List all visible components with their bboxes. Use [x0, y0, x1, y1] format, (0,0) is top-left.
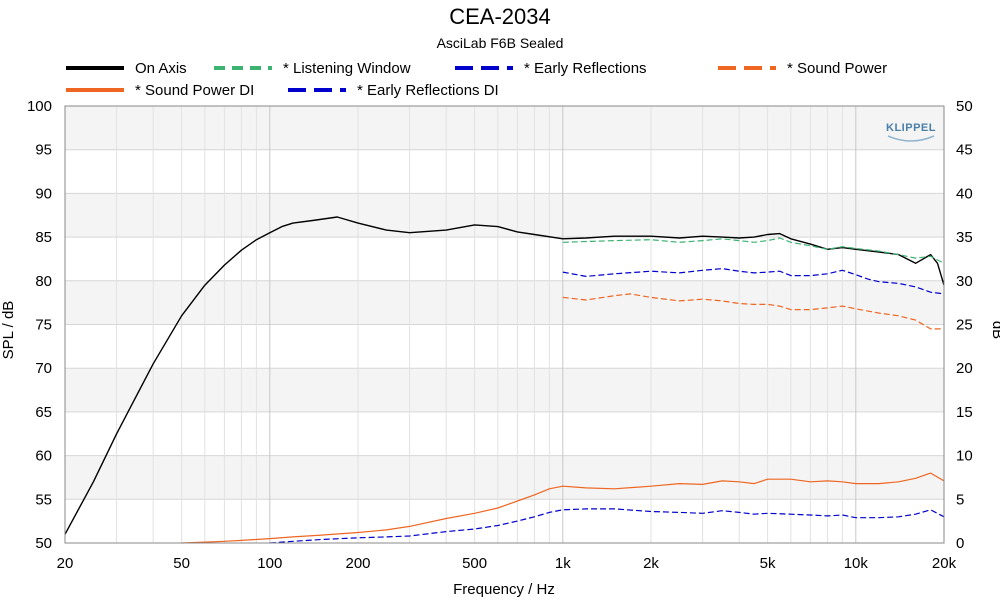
klippel-logo-text: KLIPPEL [886, 122, 936, 134]
grid-band [65, 499, 944, 543]
y-tick-label: 95 [35, 142, 52, 159]
y-tick-label: 90 [35, 185, 52, 202]
y-tick-label: 60 [35, 448, 52, 465]
legend-item: * Early Reflections [455, 60, 647, 77]
y2-tick-label: 25 [956, 317, 973, 334]
legend-label: * Sound Power DI [135, 82, 254, 99]
grid-band [65, 280, 944, 325]
y-tick-label: 85 [35, 229, 52, 246]
legend: On Axis * Listening Window * Early Reflect… [66, 60, 887, 99]
legend-item: * Early Reflections DI [288, 82, 499, 99]
axes-frame [64, 105, 945, 544]
x-tick-label: 1k [555, 555, 571, 572]
y2-tick-label: 5 [956, 491, 964, 508]
series-line-sound-power [562, 293, 944, 330]
x-tick-label: 200 [345, 555, 370, 572]
x-tick-label: 20 [57, 555, 74, 572]
grid-band [65, 411, 944, 456]
grid-band [65, 106, 944, 150]
y-tick-label: 55 [35, 491, 52, 508]
klippel-logo-arc [887, 135, 935, 142]
y2-tick-label: 40 [956, 185, 973, 202]
y-tick-label: 80 [35, 273, 52, 290]
y2-tick-label: 0 [956, 535, 964, 552]
x-axis-label: Frequency / Hz [453, 581, 555, 598]
chart-title: CEA-2034 [449, 4, 551, 29]
legend-item: * Listening Window [214, 60, 411, 77]
grid-band [65, 455, 944, 500]
x-tick-label: 500 [462, 555, 487, 572]
y2-axis-label: dB [989, 321, 1000, 339]
y-axis-label: SPL / dB [0, 301, 17, 360]
legend-label: * Early Reflections DI [357, 82, 499, 99]
series-line-listening-window [562, 237, 945, 264]
y2-tick-label: 35 [956, 229, 973, 246]
plot-background [65, 106, 944, 543]
x-tick-label: 2k [643, 555, 659, 572]
legend-item: * Sound Power [718, 60, 887, 77]
x-tick-label: 100 [257, 555, 282, 572]
plot-frame [64, 105, 945, 544]
y-tick-label: 70 [35, 360, 52, 377]
x-tick-label: 10k [844, 555, 869, 572]
series-line-on-axis [64, 216, 945, 535]
x-tick-label: 20k [932, 555, 957, 572]
y-tick-label: 75 [35, 317, 52, 334]
series-layer [64, 216, 945, 544]
x-tick-label: 50 [173, 555, 190, 572]
y-tick-label: 65 [35, 404, 52, 421]
series-line-early-reflections-di [269, 508, 945, 544]
chart-subtitle: AsciLab F6B Sealed [437, 35, 564, 51]
y-tick-label: 100 [27, 98, 52, 115]
grid-band [65, 149, 944, 194]
legend-label: * Sound Power [787, 60, 887, 77]
grid-band [65, 237, 944, 281]
series-line-sound-power-di [181, 472, 945, 544]
grid-band [65, 368, 944, 412]
y2-tick-label: 10 [956, 448, 973, 465]
legend-item: * Sound Power DI [66, 82, 254, 99]
y-tick-label: 50 [35, 535, 52, 552]
series-line-early-reflections [562, 268, 945, 295]
legend-item: On Axis [66, 60, 187, 77]
x-tick-label: 5k [760, 555, 776, 572]
grid-band [65, 193, 944, 238]
y2-tick-label: 30 [956, 273, 973, 290]
legend-label: * Early Reflections [524, 60, 647, 77]
y2-tick-label: 15 [956, 404, 973, 421]
y2-tick-label: 20 [956, 360, 973, 377]
y2-tick-label: 50 [956, 98, 973, 115]
y2-tick-label: 45 [956, 142, 973, 159]
klippel-logo: KLIPPEL [886, 122, 936, 142]
legend-label: * Listening Window [283, 60, 411, 77]
legend-label: On Axis [135, 60, 187, 77]
tick-labels: 50 55 60 65 70 75 80 85 90 95 100 0 5 10 15 20 25 30 35 40 4… [27, 98, 973, 572]
grid-band [65, 324, 944, 369]
